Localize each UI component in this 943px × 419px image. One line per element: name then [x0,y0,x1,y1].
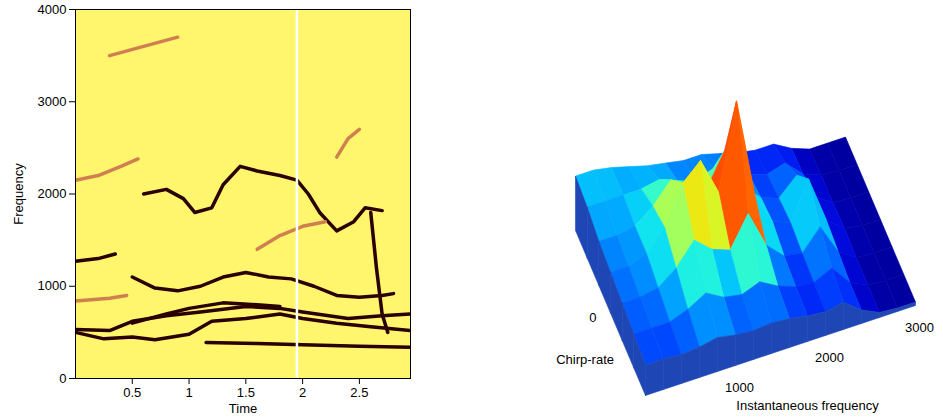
svg-text:0: 0 [589,310,596,325]
svg-text:Instantaneous frequency: Instantaneous frequency [736,398,879,413]
svg-text:3000: 3000 [905,320,934,335]
svg-text:1000: 1000 [38,278,67,293]
svg-text:0.5: 0.5 [123,385,141,400]
svg-text:1.5: 1.5 [237,385,255,400]
svg-text:Time: Time [229,401,257,416]
svg-text:Frequency: Frequency [11,163,26,225]
svg-text:2.5: 2.5 [350,385,368,400]
svg-text:2000: 2000 [815,350,844,365]
svg-text:1: 1 [185,385,192,400]
svg-text:1000: 1000 [725,380,754,395]
svg-text:Chirp-rate: Chirp-rate [556,352,614,367]
svg-text:3000: 3000 [38,94,67,109]
svg-text:0: 0 [59,371,66,386]
svg-text:2000: 2000 [38,186,67,201]
svg-text:4000: 4000 [38,2,67,17]
svg-text:2: 2 [299,385,306,400]
